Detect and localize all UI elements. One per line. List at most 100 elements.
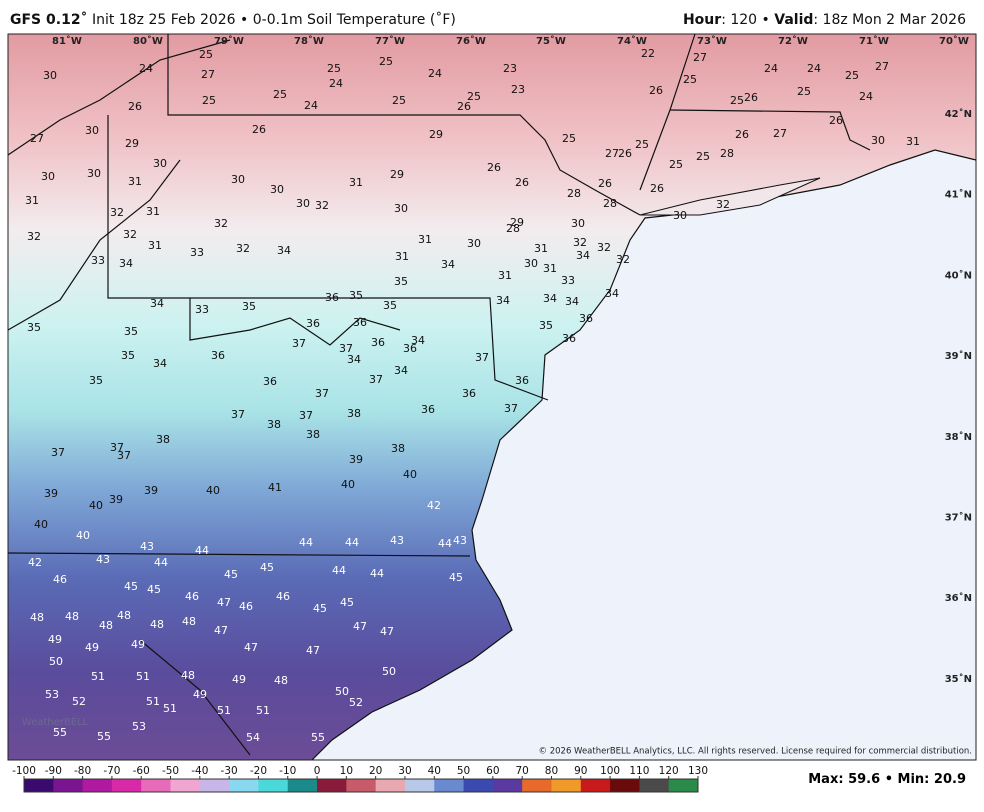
map-value: 28 bbox=[506, 222, 520, 235]
map-value: 25 bbox=[562, 132, 576, 145]
map-value: 51 bbox=[163, 702, 177, 715]
map-value: 44 bbox=[154, 556, 168, 569]
map-value: 26 bbox=[649, 84, 663, 97]
map-value: 25 bbox=[845, 69, 859, 82]
map-value: 37 bbox=[475, 351, 489, 364]
map-value: 26 bbox=[252, 123, 266, 136]
map-value: 33 bbox=[91, 254, 105, 267]
header-right: Hour: 120 • Valid: 18z Mon 2 Mar 2026 bbox=[683, 12, 966, 28]
colorbar-segment bbox=[434, 779, 465, 792]
map-value: 45 bbox=[313, 602, 327, 615]
colorbar-tick-label: -50 bbox=[162, 765, 179, 777]
map-value: 35 bbox=[383, 299, 397, 312]
map-value: 30 bbox=[153, 157, 167, 170]
map-value: 34 bbox=[394, 364, 408, 377]
map-value: 45 bbox=[340, 596, 354, 609]
map-value: 24 bbox=[859, 90, 873, 103]
map-value: 50 bbox=[49, 655, 63, 668]
longitude-label: 70˚W bbox=[939, 35, 969, 47]
map-value: 37 bbox=[231, 408, 245, 421]
map-value: 51 bbox=[136, 670, 150, 683]
map-value: 25 bbox=[199, 48, 213, 61]
map-value: 30 bbox=[87, 167, 101, 180]
map-value: 33 bbox=[190, 246, 204, 259]
map-value: 25 bbox=[202, 94, 216, 107]
map-value: 26 bbox=[650, 182, 664, 195]
map-value: 31 bbox=[534, 242, 548, 255]
copyright: © 2026 WeatherBELL Analytics, LLC. All r… bbox=[539, 747, 972, 757]
map-value: 24 bbox=[764, 62, 778, 75]
map-value: 44 bbox=[345, 536, 359, 549]
map-value: 51 bbox=[217, 704, 231, 717]
map-value: 47 bbox=[244, 641, 258, 654]
map-value: 37 bbox=[504, 402, 518, 415]
map-value: 32 bbox=[110, 206, 124, 219]
map-value: 36 bbox=[579, 312, 593, 325]
map-value: 34 bbox=[543, 292, 557, 305]
latitude-label: 36˚N bbox=[945, 592, 972, 604]
map-value: 25 bbox=[273, 88, 287, 101]
colorbar-segment bbox=[668, 779, 699, 792]
colorbar-tick-label: -30 bbox=[221, 765, 238, 777]
colorbar-tick-label: 40 bbox=[428, 765, 441, 777]
map-value: 30 bbox=[571, 217, 585, 230]
min-value: 20.9 bbox=[934, 772, 966, 787]
map-value: 36 bbox=[515, 374, 529, 387]
map-value: 52 bbox=[349, 696, 363, 709]
longitude-label: 77˚W bbox=[375, 35, 405, 47]
colorbar-segment bbox=[404, 779, 435, 792]
map-frame bbox=[7, 33, 977, 761]
map-value: 36 bbox=[562, 332, 576, 345]
coastline bbox=[311, 149, 977, 761]
map-value: 30 bbox=[871, 134, 885, 147]
map-value: 37 bbox=[51, 446, 65, 459]
map-value: 45 bbox=[124, 580, 138, 593]
map-value: 51 bbox=[91, 670, 105, 683]
map-value: 49 bbox=[48, 633, 62, 646]
logo: WeatherBELL bbox=[22, 717, 89, 728]
colorbar-segment bbox=[287, 779, 318, 792]
colorbar-segment bbox=[522, 779, 552, 792]
colorbar-tick-label: -60 bbox=[133, 765, 150, 777]
map-value: 24 bbox=[428, 67, 442, 80]
map-value: 31 bbox=[395, 250, 409, 263]
map-value: 30 bbox=[524, 257, 538, 270]
map-value: 24 bbox=[304, 99, 318, 112]
map-value: 42 bbox=[427, 499, 441, 512]
map-value: 40 bbox=[341, 478, 355, 491]
map-value: 27 bbox=[201, 68, 215, 81]
map-value: 29 bbox=[429, 128, 443, 141]
map-value: 40 bbox=[76, 529, 90, 542]
map-value: 34 bbox=[441, 258, 455, 271]
map-value: 32 bbox=[616, 253, 630, 266]
colorbar-segment bbox=[610, 779, 640, 792]
colorbar-segment bbox=[111, 779, 142, 792]
map-value: 36 bbox=[371, 336, 385, 349]
colorbar-tick-label: 0 bbox=[314, 765, 321, 777]
longitude-label: 71˚W bbox=[859, 35, 889, 47]
colorbar-tick-label: 90 bbox=[574, 765, 587, 777]
map-value: 38 bbox=[156, 433, 170, 446]
map-value: 46 bbox=[276, 590, 290, 603]
colorbar-segment bbox=[199, 779, 230, 792]
map-value: 31 bbox=[25, 194, 39, 207]
map-value: 36 bbox=[211, 349, 225, 362]
map-value: 52 bbox=[72, 695, 86, 708]
map-value: 34 bbox=[119, 257, 133, 270]
latitude-label: 37˚N bbox=[945, 512, 972, 524]
map-value: 35 bbox=[394, 275, 408, 288]
map-value: 25 bbox=[669, 158, 683, 171]
longitude-label: 74˚W bbox=[617, 35, 647, 47]
map-value: 38 bbox=[306, 428, 320, 441]
colorbar-segment bbox=[53, 779, 84, 792]
latitude-label: 39˚N bbox=[945, 350, 972, 362]
map-value: 35 bbox=[124, 325, 138, 338]
map-value: 45 bbox=[147, 583, 161, 596]
map-value: 30 bbox=[296, 197, 310, 210]
latitude-label: 42˚N bbox=[945, 108, 972, 120]
map-value: 48 bbox=[150, 618, 164, 631]
map-value: 25 bbox=[379, 55, 393, 68]
map-value: 43 bbox=[390, 534, 404, 547]
map-value: 26 bbox=[618, 147, 632, 160]
